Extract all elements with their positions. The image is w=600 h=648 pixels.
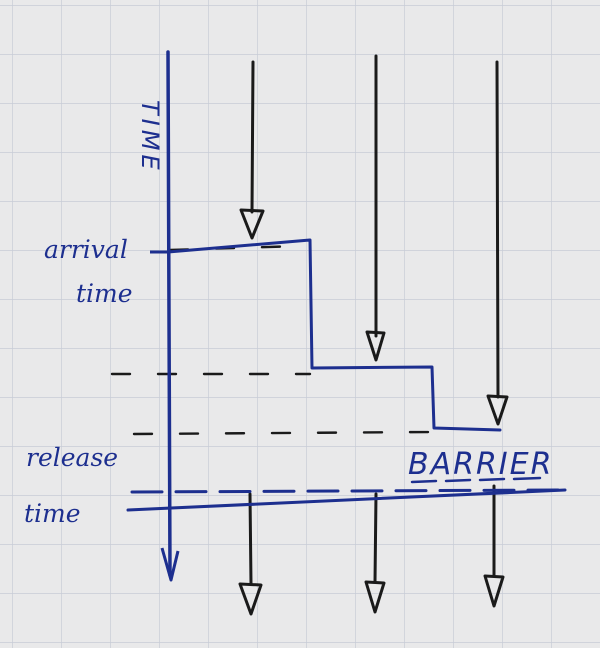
barrier-underline [410, 476, 542, 484]
dashed-line-arrival-3 [132, 430, 432, 436]
release-time-label-line1: release [26, 443, 118, 472]
thread-2-arrow-icon [365, 330, 386, 362]
release-time-label-line2: time [24, 499, 81, 528]
thread-2-release-arrow-icon [364, 580, 386, 614]
thread-1-arrow-icon [239, 208, 265, 240]
dashed-line-arrival-1 [168, 244, 302, 252]
dashed-line-release [130, 488, 562, 494]
thread-1-line [250, 60, 255, 214]
time-axis-label: TIME [136, 100, 164, 174]
arrival-time-label-line1: arrival [44, 235, 128, 264]
thread-3-arrow-icon [486, 394, 509, 426]
barrier-label: BARRIER [408, 447, 553, 482]
arrival-time-label-line2: time [76, 279, 133, 308]
thread-2-release-line [373, 492, 378, 584]
time-axis-arrow-icon [160, 547, 180, 582]
thread-lines-upper [250, 54, 500, 399]
arrival-staircase [166, 238, 502, 432]
dashed-guides-black [110, 244, 432, 436]
thread-1-release-line [248, 492, 253, 586]
thread-3-line [495, 60, 500, 399]
thread-3-release-arrow-icon [483, 574, 505, 608]
thread-lines-lower [248, 484, 496, 586]
time-axis-line [166, 50, 172, 577]
release-line [126, 488, 567, 512]
thread-1-release-arrow-icon [238, 582, 263, 616]
